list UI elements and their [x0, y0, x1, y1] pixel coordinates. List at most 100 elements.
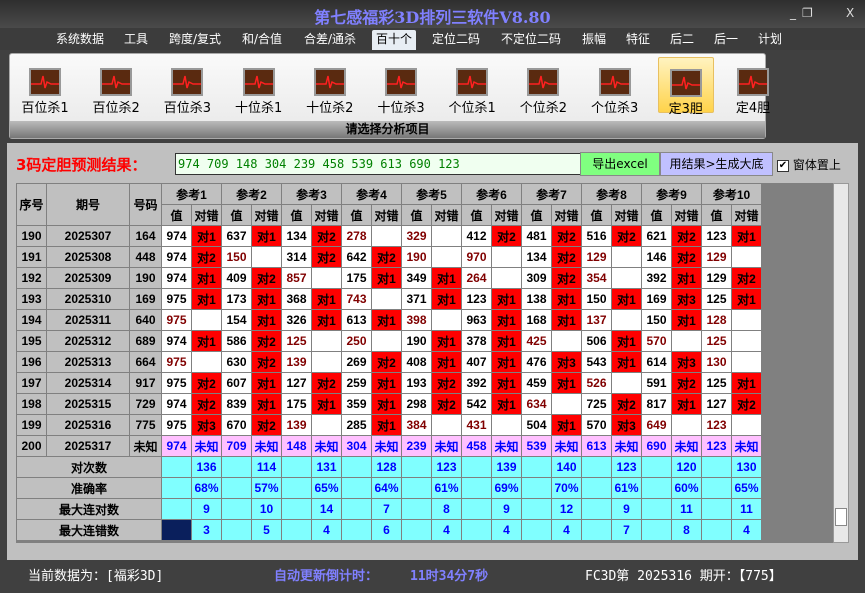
header-hit: 对错 — [371, 204, 402, 226]
table-row[interactable]: 197 2025314 917 975 对2 607 对1 127 对2 259 对1 193 对2 39… — [16, 372, 762, 394]
hit-cell — [611, 246, 642, 268]
tool-button[interactable]: 十位杀1 — [231, 57, 287, 116]
prediction-result-field[interactable]: 974 709 148 304 239 458 539 613 690 123 — [175, 153, 583, 175]
menu-item[interactable]: 振幅 — [582, 32, 607, 46]
hit-cell: 对1 — [671, 393, 702, 415]
value-cell: 570 — [581, 414, 612, 436]
hit-cell — [311, 267, 342, 289]
table-row[interactable]: 196 2025313 664 975 630 对2 139 269 对2 408 对1 407 对1 4… — [16, 351, 762, 373]
summary-value: 4 — [731, 519, 762, 541]
hit-cell: 对2 — [611, 393, 642, 415]
tool-button[interactable]: 个位杀2 — [515, 57, 571, 116]
scrollbar-thumb[interactable] — [835, 508, 847, 526]
heartbeat-monitor-icon — [737, 68, 769, 96]
menu-item[interactable]: 定位二码 — [432, 32, 481, 46]
menu-item[interactable]: 不定位二码 — [501, 32, 562, 46]
menu-item[interactable]: 百十个 — [372, 30, 417, 50]
main-panel: 3码定胆预测结果： 974 709 148 304 239 458 539 61… — [7, 143, 858, 560]
tool-button[interactable]: 百位杀2 — [88, 57, 144, 116]
tool-button[interactable]: 定4胆 — [725, 57, 781, 116]
menu-item[interactable]: 工具 — [124, 32, 149, 46]
summary-value: 139 — [491, 456, 522, 478]
summary-blank — [461, 456, 492, 478]
menu-item[interactable]: 后二 — [670, 32, 695, 46]
value-cell: 481 — [521, 225, 552, 247]
tool-button[interactable]: 百位杀1 — [17, 57, 73, 116]
heartbeat-monitor-icon — [242, 68, 275, 96]
table-row[interactable]: 195 2025312 689 974 对1 586 对2 125 250 190 对1 378 对1 4… — [16, 330, 762, 352]
tool-button[interactable]: 十位杀2 — [302, 57, 358, 116]
table-row[interactable]: 198 2025315 729 974 对2 839 对1 175 对1 359 对1 298 对2 54… — [16, 393, 762, 415]
hit-cell: 对3 — [191, 414, 222, 436]
hit-cell: 对1 — [251, 288, 282, 310]
hit-cell: 对1 — [491, 351, 522, 373]
value-cell: 304 — [341, 435, 372, 457]
summary-value: 8 — [671, 519, 702, 541]
tool-button[interactable]: 十位杀3 — [373, 57, 429, 116]
status-cell: 未知 — [431, 435, 462, 457]
value-cell: 634 — [521, 393, 552, 415]
summary-blank — [701, 519, 732, 541]
tool-button[interactable]: 百位杀3 — [159, 57, 215, 116]
menu-item[interactable]: 系统数据 — [56, 32, 105, 46]
table-row[interactable]: 194 2025311 640 975 154 对1 326 对1 613 对1 398 963 对1 1… — [16, 309, 762, 331]
restore-button[interactable]: ❐ — [802, 6, 813, 20]
summary-blank — [641, 498, 672, 520]
value-cell: 384 — [401, 414, 432, 436]
hit-cell: 对2 — [431, 393, 462, 415]
hit-cell: 对1 — [431, 351, 462, 373]
table-row[interactable]: 190 2025307 164 974 对1 637 对1 134 对2 278 329 412 对2 4… — [16, 225, 762, 247]
value-cell: 134 — [521, 246, 552, 268]
table-row[interactable]: 192 2025309 190 974 对1 409 对2 857 175 对1 349 对1 264 3… — [16, 267, 762, 289]
summary-value: 131 — [311, 456, 342, 478]
hit-cell: 对2 — [611, 225, 642, 247]
summary-row: 最大连错数 3 5 4 6 4 4 4 7 8 4 — [16, 519, 762, 541]
summary-blank — [461, 498, 492, 520]
value-cell: 349 — [401, 267, 432, 289]
value-cell: 690 — [641, 435, 672, 457]
value-cell: 134 — [281, 225, 312, 247]
value-cell: 190 — [401, 330, 432, 352]
generate-base-button[interactable]: 用结果>生成大底 — [660, 152, 773, 176]
summary-blank — [401, 519, 432, 541]
table-row[interactable]: 193 2025310 169 975 对1 173 对1 368 对1 743 371 对1 123 对… — [16, 288, 762, 310]
hit-cell: 对1 — [311, 288, 342, 310]
value-cell: 127 — [281, 372, 312, 394]
topmost-checkbox[interactable]: ✔ 窗体置上 — [777, 156, 841, 173]
menu-item[interactable]: 跨度/复式 — [169, 32, 222, 46]
summary-value: 11 — [671, 498, 702, 520]
hit-cell: 对2 — [191, 393, 222, 415]
checkbox-icon[interactable]: ✔ — [777, 159, 789, 172]
value-cell: 409 — [221, 267, 252, 289]
summary-blank — [221, 477, 252, 499]
summary-blank — [281, 498, 312, 520]
hit-cell: 对2 — [371, 351, 402, 373]
close-button[interactable]: X — [846, 6, 855, 20]
header-seq: 序号 — [16, 183, 47, 226]
menu-item[interactable]: 和/合值 — [242, 32, 283, 46]
tool-button[interactable]: 定3胆 — [657, 57, 714, 117]
tool-label: 十位杀1 — [234, 101, 283, 116]
menu-item[interactable]: 合差/通杀 — [304, 32, 357, 46]
pending-row[interactable]: 200 2025317 未知 974 未知 709 未知 148 未知 304 未知 239 未知 458… — [16, 435, 762, 457]
hit-cell: 对1 — [251, 225, 282, 247]
export-excel-button[interactable]: 导出excel — [580, 152, 660, 176]
table-row[interactable]: 191 2025308 448 974 对2 150 314 对2 642 对2 190 970 134… — [16, 246, 762, 268]
vertical-scrollbar[interactable] — [833, 183, 849, 543]
minimize-button[interactable]: _ — [790, 6, 796, 20]
tool-button[interactable]: 个位杀3 — [587, 57, 643, 116]
value-cell: 368 — [281, 288, 312, 310]
hit-cell — [671, 330, 702, 352]
menu-item[interactable]: 后一 — [714, 32, 739, 46]
value-cell: 975 — [161, 372, 192, 394]
menu-item[interactable]: 计划 — [758, 32, 783, 46]
summary-blank — [401, 456, 432, 478]
countdown-label: 自动更新倒计时： — [274, 569, 379, 584]
menu-item[interactable]: 特征 — [626, 32, 651, 46]
table-row[interactable]: 199 2025316 775 975 对3 670 对2 139 285 对1 384 431 504… — [16, 414, 762, 436]
summary-blank — [221, 498, 252, 520]
summary-blank — [401, 498, 432, 520]
heartbeat-monitor-icon — [456, 68, 489, 96]
summary-blank — [221, 519, 252, 541]
tool-button[interactable]: 个位杀1 — [444, 57, 500, 116]
